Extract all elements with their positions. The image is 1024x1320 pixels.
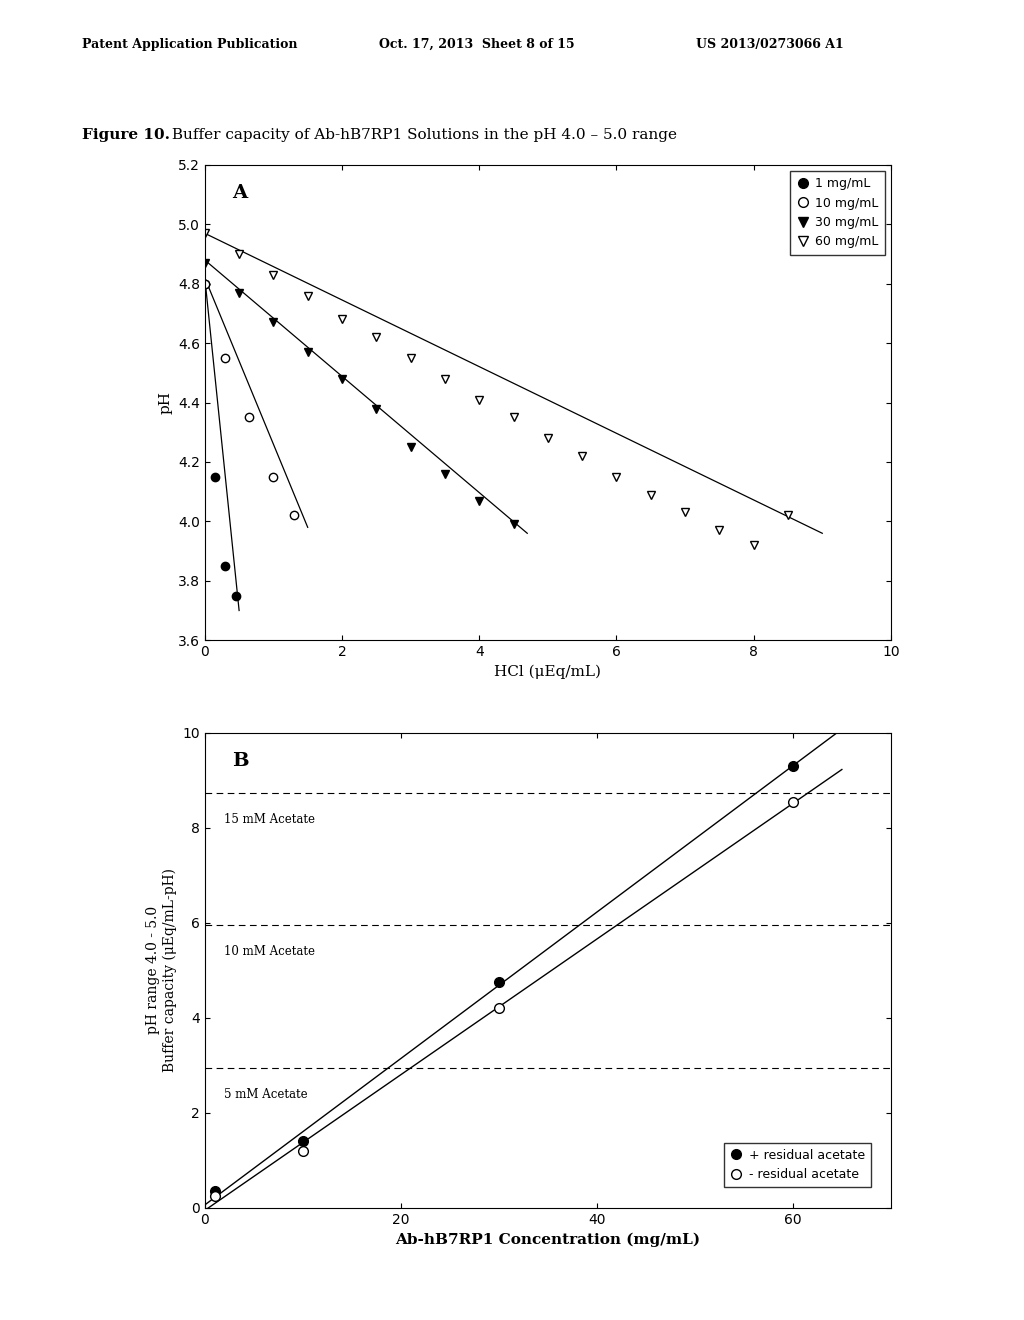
- Text: 15 mM Acetate: 15 mM Acetate: [224, 813, 315, 826]
- Text: A: A: [232, 185, 248, 202]
- Text: B: B: [232, 752, 249, 770]
- X-axis label: HCl (μEq/mL): HCl (μEq/mL): [495, 664, 601, 678]
- Text: US 2013/0273066 A1: US 2013/0273066 A1: [696, 37, 844, 50]
- Text: 10 mM Acetate: 10 mM Acetate: [224, 945, 315, 958]
- Text: Buffer capacity of Ab-hB7RP1 Solutions in the pH 4.0 – 5.0 range: Buffer capacity of Ab-hB7RP1 Solutions i…: [167, 128, 677, 141]
- Y-axis label: pH: pH: [159, 391, 172, 414]
- Text: 5 mM Acetate: 5 mM Acetate: [224, 1088, 308, 1101]
- X-axis label: Ab-hB7RP1 Concentration (mg/mL): Ab-hB7RP1 Concentration (mg/mL): [395, 1232, 700, 1246]
- Y-axis label: pH range 4.0 - 5.0
Buffer capacity (μEq/mL-pH): pH range 4.0 - 5.0 Buffer capacity (μEq/…: [146, 869, 177, 1072]
- Legend: + residual acetate, - residual acetate: + residual acetate, - residual acetate: [724, 1143, 870, 1187]
- Legend: 1 mg/mL, 10 mg/mL, 30 mg/mL, 60 mg/mL: 1 mg/mL, 10 mg/mL, 30 mg/mL, 60 mg/mL: [790, 172, 885, 255]
- Text: Oct. 17, 2013  Sheet 8 of 15: Oct. 17, 2013 Sheet 8 of 15: [379, 37, 574, 50]
- Text: Figure 10.: Figure 10.: [82, 128, 170, 141]
- Text: Patent Application Publication: Patent Application Publication: [82, 37, 297, 50]
